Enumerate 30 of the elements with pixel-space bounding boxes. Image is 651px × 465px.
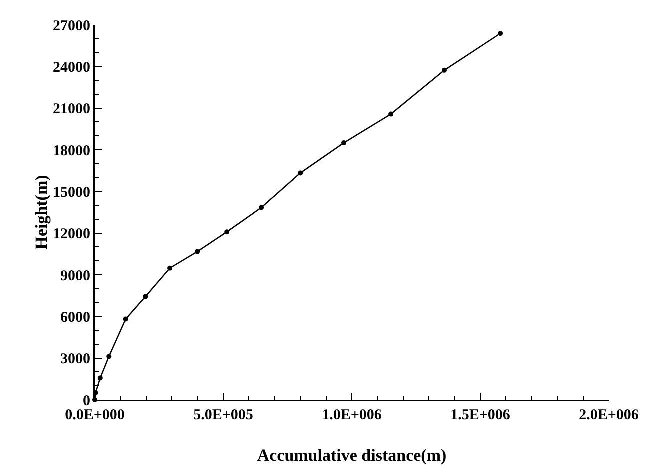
y-tick-label: 0 [83, 393, 90, 410]
y-tick-label: 9000 [60, 268, 90, 284]
point [106, 354, 112, 360]
x-tick-label: 0.0E+000 [65, 408, 125, 424]
x-tick-label: 2.0E+006 [579, 408, 640, 424]
y-axis-title: Height(m) [32, 175, 51, 250]
point [98, 376, 103, 381]
x-tick-label: 5.0E+005 [194, 408, 254, 424]
point [342, 140, 347, 146]
y-tick-label: 24000 [53, 60, 90, 76]
point [259, 205, 264, 210]
y-tick-label: 21000 [53, 102, 90, 118]
point [442, 68, 448, 73]
y-tick-label: 18000 [53, 143, 90, 160]
y-tick-label: 6000 [60, 310, 90, 326]
x-tick-label: 1.0E+006 [322, 408, 382, 424]
point [298, 170, 304, 176]
point [224, 230, 230, 235]
point [143, 294, 148, 300]
point [388, 112, 394, 117]
y-tick-label: 27000 [53, 18, 90, 34]
x-axis-title: Accumulative distance(m) [257, 446, 447, 465]
point [123, 316, 128, 322]
y-tick-label: 12000 [53, 226, 90, 243]
point [498, 31, 504, 36]
point [168, 266, 173, 271]
y-tick-label: 3000 [60, 352, 90, 368]
y-tick-label: 15000 [53, 184, 90, 201]
point [195, 249, 200, 254]
x-tick-label: 1.5E+006 [450, 408, 511, 424]
